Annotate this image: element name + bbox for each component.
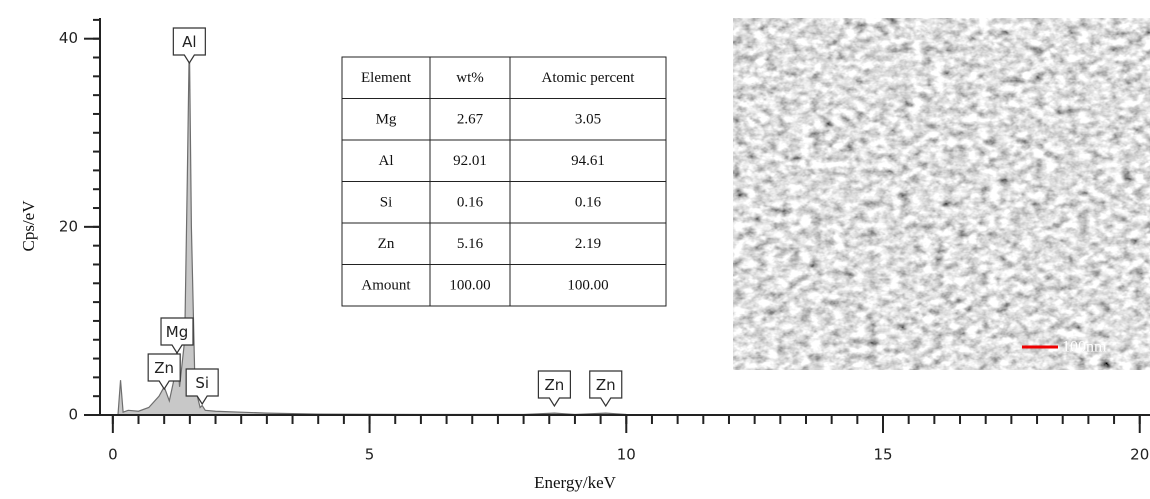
- peak-label-text: Zn: [154, 359, 174, 377]
- table-header-cell: wt%: [456, 70, 484, 86]
- x-tick-label: 15: [873, 446, 892, 464]
- table-cell: 92.01: [453, 153, 487, 169]
- table-cell: 94.61: [571, 153, 605, 169]
- y-tick-label: 40: [59, 29, 78, 47]
- peak-label-text: Zn: [596, 376, 616, 394]
- table-cell: Amount: [361, 278, 411, 294]
- peak-label-text: Zn: [545, 376, 565, 394]
- peak-label-text: Si: [195, 374, 209, 392]
- table-cell: 0.16: [457, 195, 484, 211]
- table-cell: Si: [380, 195, 393, 211]
- table-cell: Zn: [378, 236, 395, 252]
- y-tick-label: 20: [59, 217, 78, 235]
- table-cell: Al: [379, 153, 394, 169]
- sem-texture: [733, 18, 1150, 370]
- table-cell: 2.67: [457, 112, 484, 128]
- table-cell: 2.19: [575, 236, 601, 252]
- chart: 100nm Energy/keV Cps/eV Element wt% Atomic…: [0, 0, 1150, 495]
- peak-label: Al: [173, 28, 205, 63]
- x-axis-label: Energy/keV: [534, 473, 617, 492]
- table-cell: 0.16: [575, 195, 602, 211]
- peak-label: Zn: [538, 371, 570, 406]
- peak-label-text: Al: [182, 33, 196, 51]
- x-tick-label: 20: [1130, 446, 1149, 464]
- peak-label-text: Mg: [166, 323, 188, 341]
- peak-label: Zn: [590, 371, 622, 406]
- table-cell: 3.05: [575, 112, 601, 128]
- table-header-cell: Atomic percent: [542, 70, 636, 86]
- table-cell: 100.00: [449, 278, 490, 294]
- page: 100nm Energy/keV Cps/eV Element wt% Atomic…: [0, 0, 1150, 495]
- sem-image: 100nm: [733, 18, 1150, 370]
- y-tick-label: 0: [68, 406, 78, 424]
- x-tick-label: 0: [108, 446, 118, 464]
- table-cell: 100.00: [567, 278, 608, 294]
- table-cell: Mg: [376, 112, 397, 128]
- scale-label: 100nm: [1062, 339, 1107, 356]
- composition-table: Element wt% Atomic percent Mg 2.67 3.05 Al 92.0…: [342, 57, 666, 306]
- table-header-cell: Element: [361, 70, 412, 86]
- table-cell: 5.16: [457, 236, 484, 252]
- x-tick-label: 5: [365, 446, 375, 464]
- x-tick-label: 10: [617, 446, 636, 464]
- y-axis-label: Cps/eV: [19, 200, 38, 252]
